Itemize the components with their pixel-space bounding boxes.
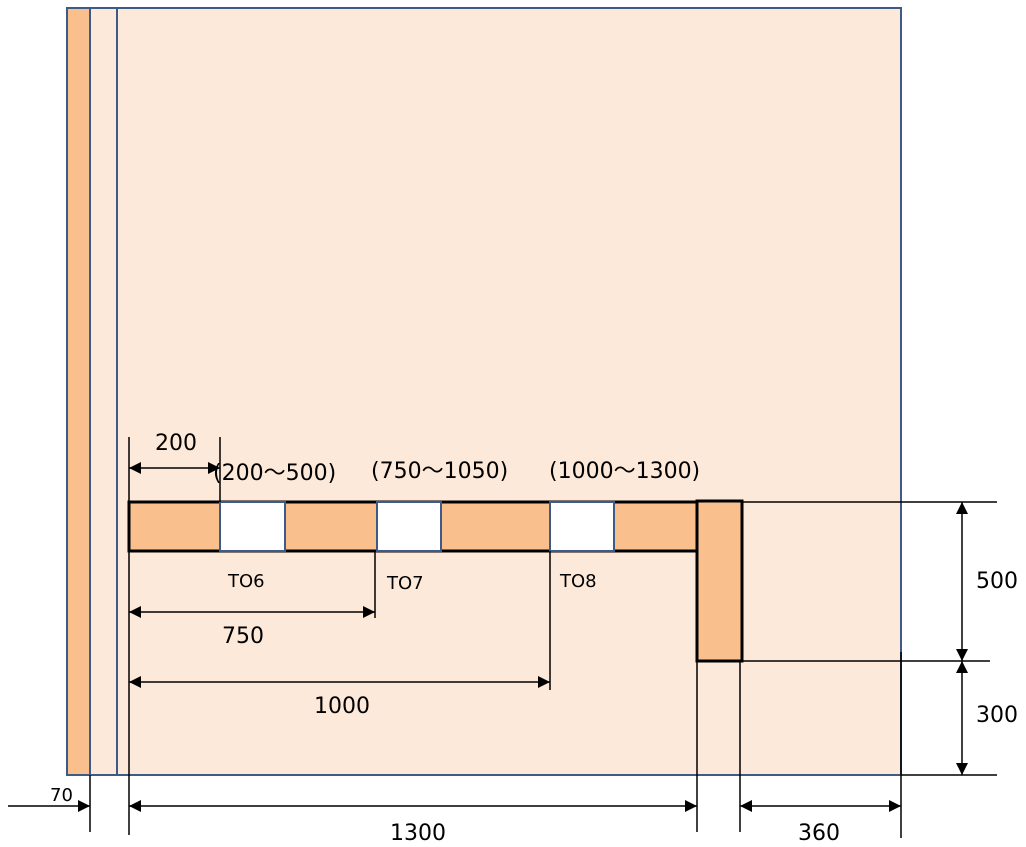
dim-label-70: 70 — [50, 785, 73, 806]
opening-label-to8: TO8 — [559, 571, 597, 592]
opening-to7 — [376, 501, 442, 552]
dimension-lines — [8, 462, 968, 812]
main-panel — [116, 7, 902, 776]
dim-label-300: 300 — [976, 703, 1018, 728]
left-stud-inner — [89, 7, 118, 776]
opening-label-to6: TO6 — [227, 571, 265, 592]
vertical-member — [695, 499, 744, 663]
dim-label-200: 200 — [155, 431, 197, 456]
dim-label-500: 500 — [976, 569, 1018, 594]
dim-label-1000: 1000 — [314, 694, 370, 719]
opening-to6 — [219, 501, 286, 552]
opening-range-to8: (1000～1300) — [549, 459, 700, 484]
dim-label-750: 750 — [222, 624, 264, 649]
opening-range-to7: (750～1050) — [371, 459, 508, 484]
opening-range-to6: (200～500) — [213, 461, 336, 486]
left-stud-outer — [66, 7, 91, 776]
dim-label-360: 360 — [798, 821, 840, 846]
opening-to8 — [549, 501, 615, 552]
dim-label-1300: 1300 — [390, 821, 446, 846]
opening-label-to7: TO7 — [386, 573, 424, 594]
